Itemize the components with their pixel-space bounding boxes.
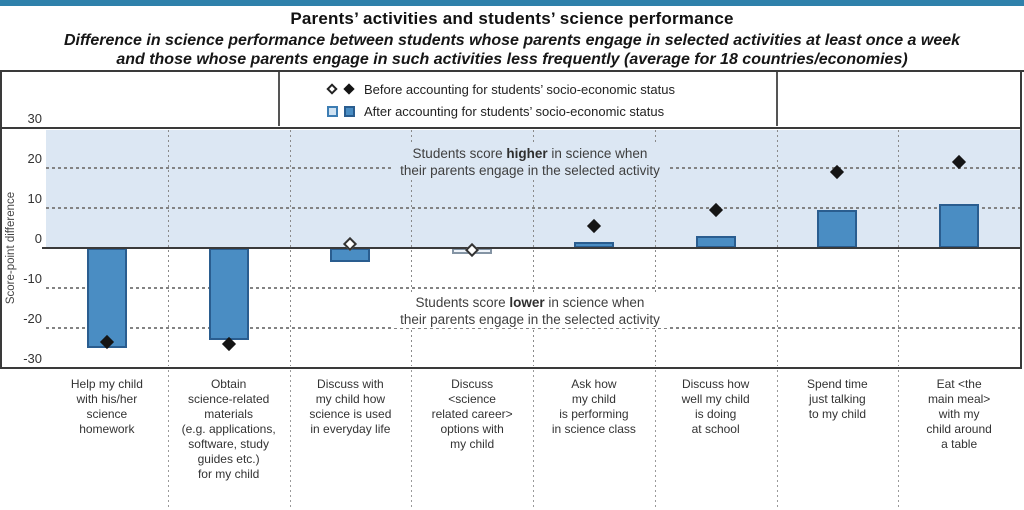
- figure-right-border: [1020, 70, 1022, 369]
- y-tick-label-10: 10: [27, 191, 42, 206]
- bar-8: [939, 204, 980, 248]
- label-separator-3: [411, 370, 413, 507]
- bar-2: [208, 248, 249, 340]
- category-label-8: Eat <the main meal> with my child around…: [926, 377, 992, 451]
- bar-1: [86, 248, 127, 348]
- bar-7: [817, 210, 858, 248]
- category-label-4: Discuss <science related career> options…: [431, 377, 513, 451]
- label-separator-2: [289, 370, 291, 507]
- page-title: Parents’ activities and students’ scienc…: [290, 9, 734, 28]
- filled-diamond-icon: [342, 82, 356, 96]
- header-divider: [0, 70, 1024, 72]
- y-axis-title: Score-point difference: [5, 191, 17, 305]
- y-tick-label--20: -20: [23, 311, 42, 326]
- zero-line: [42, 247, 1020, 249]
- y-tick-label--10: -10: [23, 271, 42, 286]
- label-separator-6: [776, 370, 778, 507]
- legend-right-divider: [776, 72, 778, 126]
- label-separator-1: [167, 370, 169, 507]
- label-separator-4: [533, 370, 534, 507]
- annotation-score-lower: Students score lower in science when thei…: [392, 294, 668, 328]
- legend-left-divider: [278, 72, 280, 126]
- y-tick-label-0: 0: [34, 231, 42, 246]
- category-label-6: Discuss how well my child is doing at sc…: [681, 377, 750, 436]
- plot-top-border: [0, 127, 1022, 129]
- hollow-diamond-icon: [325, 82, 339, 96]
- legend-row-before: Before accounting for students’ socio-ec…: [325, 78, 675, 100]
- y-tick-label-30: 30: [27, 111, 42, 126]
- annotation-score-higher: Students score higher in science when the…: [392, 145, 668, 179]
- legend-label-before: Before accounting for students’ socio-ec…: [364, 81, 675, 97]
- label-separator-7: [898, 370, 900, 507]
- plot-bottom-border: [0, 367, 1022, 369]
- category-label-1: Help my child with his/her science homew…: [70, 377, 143, 436]
- figure-left-border: [0, 70, 2, 369]
- y-tick-label-20: 20: [27, 151, 42, 166]
- legend: Before accounting for students’ socio-ec…: [325, 78, 675, 122]
- light-square-icon: [325, 104, 339, 118]
- label-separator-5: [654, 370, 656, 507]
- dark-square-icon: [342, 104, 356, 118]
- y-tick-label--30: -30: [23, 351, 42, 366]
- category-label-7: Spend time just talking to my child: [807, 377, 868, 421]
- chart-subtitle: Difference in science performance betwee…: [63, 32, 961, 68]
- legend-row-after: After accounting for students’ socio-eco…: [325, 100, 675, 122]
- legend-label-after: After accounting for students’ socio-eco…: [364, 103, 665, 119]
- category-label-5: Ask how my child is performing in scienc…: [551, 377, 636, 436]
- category-label-2: Obtain science-related materials (e.g. a…: [181, 377, 276, 481]
- top-accent-strip: [0, 0, 1024, 6]
- category-label-3: Discuss with my child how science is use…: [309, 377, 392, 436]
